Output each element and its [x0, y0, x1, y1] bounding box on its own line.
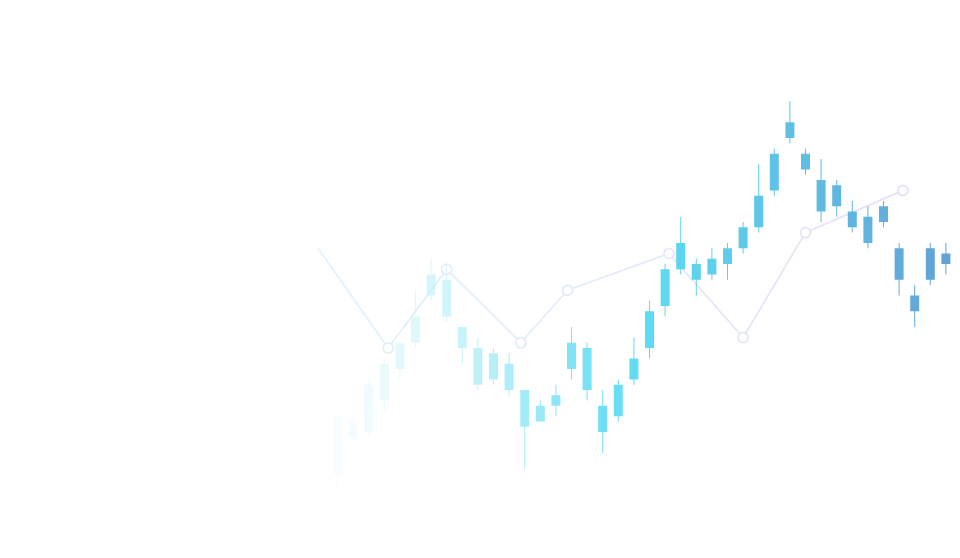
candle [676, 216, 686, 275]
candle-body [426, 274, 436, 296]
candle [535, 400, 545, 422]
trend-line-layer [317, 184, 909, 354]
candle [457, 327, 467, 364]
candle [879, 201, 888, 228]
candle-body [707, 258, 717, 275]
candle-body [894, 248, 904, 280]
candle-body [785, 122, 795, 138]
candle [723, 243, 732, 280]
candle-body [395, 342, 405, 369]
candle-body [535, 405, 545, 422]
candle [645, 300, 654, 359]
candle-body [754, 195, 764, 228]
candle [395, 342, 405, 380]
candle-body [676, 243, 686, 270]
candle [738, 222, 748, 254]
candle-body [457, 327, 467, 348]
candle [333, 411, 342, 490]
candle [567, 327, 576, 380]
candle [894, 243, 904, 296]
candle-body [333, 416, 342, 474]
candle [832, 180, 842, 217]
trend-line-marker [514, 336, 527, 349]
candle [379, 358, 389, 411]
candle-body [551, 395, 561, 406]
candle-body [691, 264, 701, 280]
candle [691, 258, 701, 296]
candle [847, 201, 857, 233]
candle [364, 379, 374, 438]
candle [816, 159, 826, 222]
candle-body [941, 253, 951, 264]
trend-line-marker [561, 284, 574, 297]
candle-body [723, 248, 732, 264]
candle [941, 243, 951, 275]
candle-body [567, 342, 576, 369]
candle [348, 416, 358, 443]
candle-body [629, 358, 639, 380]
candle-body [598, 405, 608, 432]
candle-body [832, 185, 842, 207]
candle [551, 384, 561, 417]
candle [801, 148, 810, 175]
candle [473, 337, 483, 390]
candle [489, 348, 498, 385]
candle-body [816, 180, 826, 212]
candle [754, 164, 764, 233]
candle [910, 285, 920, 327]
candle-body [473, 348, 483, 385]
candle [785, 101, 795, 144]
candle-body [879, 206, 888, 222]
candle-body [910, 295, 920, 312]
trend-line [317, 189, 904, 350]
candle-body [769, 153, 779, 191]
candle [660, 264, 670, 317]
candle-body [411, 316, 420, 343]
trend-line-marker [663, 247, 675, 260]
trend-line-marker [382, 342, 395, 354]
candle-body [520, 390, 530, 427]
candle [582, 342, 592, 401]
candle [925, 243, 935, 285]
candle-body [364, 384, 374, 432]
candle [411, 290, 420, 348]
candle [504, 353, 514, 396]
candle-body [489, 353, 498, 380]
candle [598, 390, 608, 453]
candle-body [504, 363, 514, 390]
candle-body [863, 216, 873, 243]
candle-body [660, 269, 670, 306]
candle [769, 148, 779, 196]
candle-body [582, 348, 592, 390]
candle [613, 379, 623, 422]
candle-body [379, 363, 389, 401]
candle [520, 390, 530, 469]
candle [707, 248, 717, 280]
candle-body [348, 421, 358, 438]
candle-body [801, 153, 810, 170]
candle [863, 206, 873, 249]
candles-layer [333, 101, 951, 490]
candle-body [645, 311, 654, 348]
candle-body [613, 384, 623, 417]
trend-line-marker [897, 184, 909, 197]
candle [442, 264, 452, 322]
trend-line-marker [737, 331, 749, 344]
candle [629, 337, 639, 385]
candle [426, 258, 436, 301]
trend-line-marker [799, 226, 812, 239]
candle-body [738, 227, 748, 249]
candle-body [442, 279, 452, 317]
candle-body [847, 211, 857, 228]
candle-body [925, 248, 935, 280]
